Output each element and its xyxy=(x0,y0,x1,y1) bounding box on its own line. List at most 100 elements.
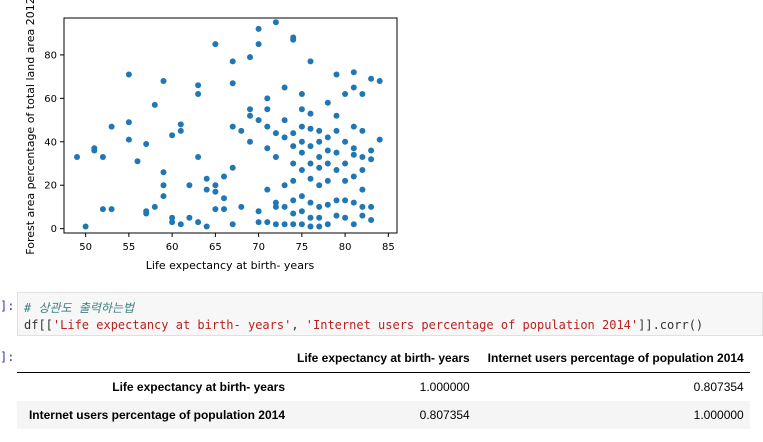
scatter-point xyxy=(255,41,262,48)
scatter-point xyxy=(272,130,279,137)
scatter-point xyxy=(333,197,340,204)
scatter-point xyxy=(350,173,357,180)
scatter-point xyxy=(368,217,375,223)
scatter-point xyxy=(298,91,305,97)
scatter-point xyxy=(203,186,210,193)
table-cell: 0.807354 xyxy=(419,408,470,422)
scatter-point xyxy=(264,95,271,102)
y-tick-label: 20 xyxy=(44,181,57,192)
scatter-point xyxy=(368,156,375,163)
scatter-point xyxy=(134,158,141,165)
scatter-point xyxy=(169,219,176,226)
row-label: Internet users percentage of population … xyxy=(28,408,285,422)
scatter-plot: 50 55 60 65 70 75 80 85 0 20 40 60 80 Life expectanc… xyxy=(24,0,398,272)
scatter-point xyxy=(281,182,288,189)
scatter-point xyxy=(160,193,167,200)
scatter-point xyxy=(376,136,383,143)
x-tick-label: 60 xyxy=(166,242,179,253)
scatter-point xyxy=(169,132,176,139)
scatter-point xyxy=(290,36,297,43)
scatter-point xyxy=(160,182,167,189)
scatter-point xyxy=(195,154,202,160)
scatter-point xyxy=(342,177,349,184)
scatter-point xyxy=(307,223,314,230)
scatter-point xyxy=(298,149,305,156)
scatter-point xyxy=(316,154,323,160)
table-cell: 1.000000 xyxy=(693,408,744,422)
scatter-point xyxy=(307,143,314,150)
scatter-point xyxy=(359,203,366,210)
scatter-point xyxy=(298,106,305,113)
scatter-point xyxy=(316,223,323,230)
scatter-point xyxy=(195,91,202,97)
scatter-point xyxy=(143,208,150,215)
scatter-point xyxy=(108,206,115,213)
scatter-point xyxy=(298,193,305,200)
scatter-point xyxy=(272,154,279,160)
scatter-point xyxy=(368,203,375,210)
x-tick-label: 80 xyxy=(339,242,352,253)
table-cell: 0.807354 xyxy=(693,380,744,394)
scatter-point xyxy=(359,186,366,193)
table-header-row: Life expectancy at birth- years Internet… xyxy=(17,344,750,373)
scatter-point xyxy=(298,167,305,173)
y-tick-label: 60 xyxy=(44,94,57,105)
scatter-point xyxy=(143,141,150,147)
scatter-point xyxy=(272,221,279,228)
scatter-point xyxy=(221,173,227,180)
scatter-point xyxy=(333,149,340,156)
scatter-point xyxy=(272,199,279,206)
scatter-point xyxy=(221,195,227,202)
scatter-point xyxy=(307,160,314,167)
scatter-point xyxy=(82,223,89,230)
scatter-point xyxy=(324,160,331,167)
scatter-point xyxy=(368,75,375,82)
scatter-point xyxy=(359,212,366,219)
scatter-point xyxy=(91,145,98,152)
x-tick-label: 75 xyxy=(295,242,308,253)
scatter-point xyxy=(359,91,366,97)
scatter-point xyxy=(290,143,297,150)
scatter-point xyxy=(350,69,357,76)
scatter-point xyxy=(195,82,202,89)
scatter-point xyxy=(350,84,357,91)
scatter-point xyxy=(359,127,366,134)
scatter-point xyxy=(324,201,331,208)
scatter-point xyxy=(177,127,184,134)
code-prefix: df[[ xyxy=(24,318,53,332)
scatter-point xyxy=(229,221,236,228)
x-tick-label: 55 xyxy=(123,242,136,253)
output-prompt: ]: xyxy=(0,350,15,364)
x-tick-label: 85 xyxy=(382,242,395,253)
row-label: Life expectancy at birth- years xyxy=(112,380,285,394)
scatter-point xyxy=(255,219,262,226)
scatter-point xyxy=(316,164,323,171)
scatter-point xyxy=(376,78,383,84)
scatter-point xyxy=(324,134,331,141)
scatter-point xyxy=(160,78,167,84)
scatter-point xyxy=(247,106,253,113)
scatter-point xyxy=(316,214,323,221)
scatter-point xyxy=(298,208,305,215)
scatter-point xyxy=(125,136,132,143)
scatter-point xyxy=(151,101,158,108)
scatter-point xyxy=(151,203,158,210)
scatter-point xyxy=(350,145,357,152)
y-tick-label: 40 xyxy=(44,137,57,148)
scatter-point xyxy=(359,167,366,173)
scatter-point xyxy=(290,210,297,217)
scatter-point xyxy=(229,80,236,87)
scatter-point xyxy=(238,127,245,134)
code-comment: # 상관도 출력하는법 xyxy=(24,301,134,315)
scatter-point xyxy=(324,177,331,184)
code-cell[interactable]: # 상관도 출력하는법 df[['Life expectancy at birt… xyxy=(17,292,763,336)
scatter-point xyxy=(203,175,210,182)
scatter-point xyxy=(324,221,331,228)
scatter-point xyxy=(221,206,227,213)
scatter-point xyxy=(281,203,288,210)
scatter-point xyxy=(272,203,279,210)
y-tick-label: 80 xyxy=(44,50,57,61)
scatter-point xyxy=(307,58,314,65)
scatter-point xyxy=(238,203,245,210)
scatter-point xyxy=(264,186,271,193)
